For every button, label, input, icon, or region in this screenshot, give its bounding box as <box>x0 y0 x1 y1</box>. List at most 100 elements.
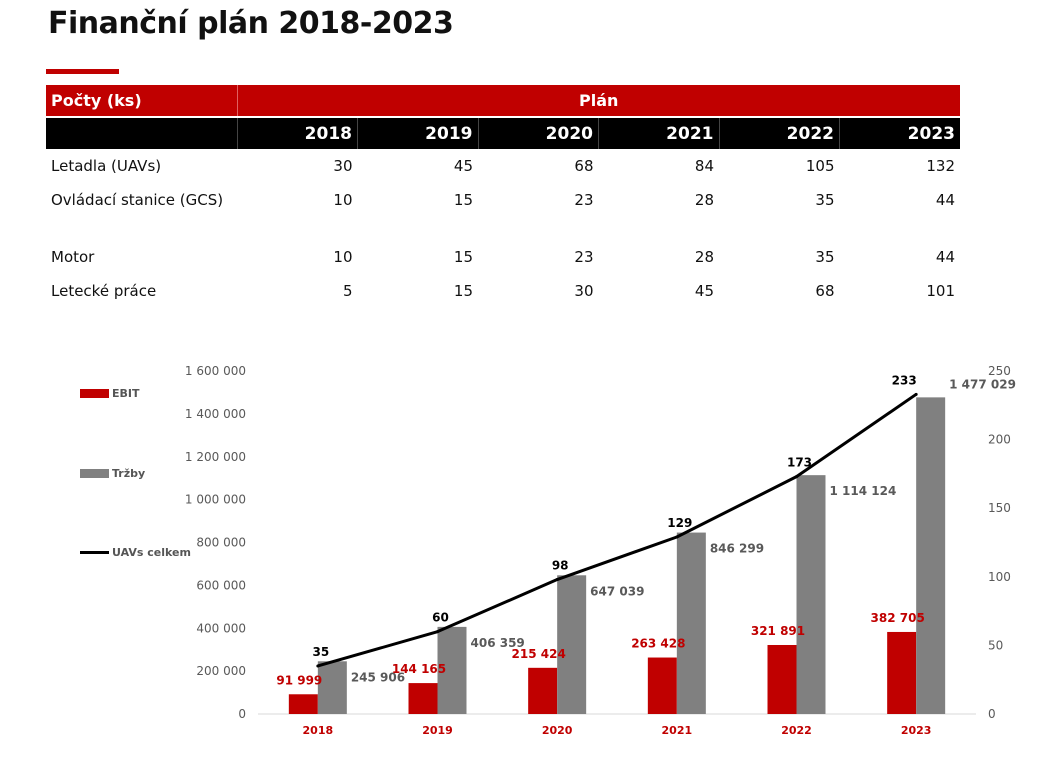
cell: 15 <box>453 282 473 300</box>
data-label-ebit: 144 165 <box>392 662 446 676</box>
data-label-ebit: 382 705 <box>871 611 925 625</box>
legend-label-trzby: Tržby <box>112 467 146 480</box>
y-right-tick-label: 100 <box>988 570 1011 584</box>
data-label-trzby: 1 114 124 <box>830 484 897 498</box>
plan-table: Počty (ks) Plán 2018 2019 2020 2021 2022… <box>46 85 960 308</box>
point-uavs <box>914 392 918 396</box>
y-left-tick-label: 600 000 <box>196 578 246 592</box>
cell: 15 <box>453 248 473 266</box>
row-label: Motor <box>51 248 95 266</box>
year-header: 2018 <box>236 118 358 149</box>
table-row: Motor 10 15 23 28 35 44 <box>46 240 960 274</box>
data-label-uavs: 233 <box>892 373 917 387</box>
point-uavs <box>555 578 559 582</box>
cell: 45 <box>453 157 473 175</box>
legend-trzby: Tržby <box>80 467 145 480</box>
bar-trzby <box>437 626 467 714</box>
cell: 5 <box>342 282 353 300</box>
years-corner <box>46 118 237 149</box>
cell: 15 <box>453 191 473 209</box>
y-right-tick-label: 150 <box>988 501 1011 515</box>
cell: 44 <box>935 191 955 209</box>
cell: 23 <box>574 248 594 266</box>
bar-ebit <box>647 657 677 714</box>
y-right-tick-label: 250 <box>988 364 1011 378</box>
title-accent-bar <box>46 69 119 74</box>
cell: 68 <box>574 157 594 175</box>
header-plan: Plán <box>237 85 960 116</box>
data-label-ebit: 263 428 <box>631 637 685 651</box>
point-uavs <box>795 475 798 479</box>
data-label-trzby: 846 299 <box>710 542 764 556</box>
bar-trzby <box>557 575 587 714</box>
legend-ebit: EBIT <box>80 387 140 400</box>
legend-uavs: UAVs celkem <box>80 546 191 559</box>
cell: 132 <box>926 157 955 175</box>
bar-trzby <box>317 661 347 714</box>
cell: 45 <box>694 282 714 300</box>
bar-ebit <box>408 683 438 714</box>
bar-trzby <box>796 475 826 714</box>
y-left-tick-label: 0 <box>238 707 246 721</box>
y-left-tick-label: 800 000 <box>196 536 246 550</box>
cell: 68 <box>815 282 835 300</box>
point-uavs <box>436 630 439 634</box>
bar-ebit <box>288 694 318 714</box>
year-header: 2019 <box>357 118 478 149</box>
cell: 30 <box>333 157 353 175</box>
line-uavs <box>317 393 918 668</box>
page-title: Finanční plán 2018-2023 <box>48 6 454 41</box>
table-row: Ovládací stanice (GCS) 10 15 23 28 35 44 <box>46 183 960 217</box>
cell: 28 <box>694 248 714 266</box>
legend-swatch-ebit <box>80 389 109 398</box>
cell: 30 <box>574 282 594 300</box>
bar-ebit <box>767 644 797 714</box>
table-row: Letadla (UAVs) 30 45 68 84 105 132 <box>46 149 960 183</box>
y-left-tick-label: 1 400 000 <box>185 407 246 421</box>
year-header: 2022 <box>718 118 840 149</box>
data-label-uavs: 173 <box>787 456 812 470</box>
data-label-ebit: 321 891 <box>751 624 805 638</box>
legend-label-uavs: UAVs celkem <box>112 546 191 559</box>
bar-trzby <box>676 532 706 714</box>
table-row: Letecké práce 5 15 30 45 68 101 <box>46 274 960 308</box>
y-right-tick-label: 0 <box>988 707 996 721</box>
cell: 35 <box>815 248 835 266</box>
y-left-tick-label: 1 000 000 <box>185 493 246 507</box>
cell: 35 <box>815 191 835 209</box>
data-label-uavs: 35 <box>312 645 329 659</box>
x-tick-label: 2021 <box>662 724 693 737</box>
x-tick-label: 2022 <box>781 724 812 737</box>
cell: 23 <box>574 191 594 209</box>
data-label-trzby: 245 906 <box>351 670 405 684</box>
table-header-row: Počty (ks) Plán <box>46 85 960 116</box>
cell: 101 <box>926 282 955 300</box>
cell: 10 <box>333 248 353 266</box>
legend-swatch-uavs <box>80 551 109 554</box>
y-left-tick-label: 200 000 <box>196 664 246 678</box>
bar-ebit <box>887 631 917 714</box>
data-label-ebit: 91 999 <box>276 673 322 687</box>
bar-ebit <box>528 667 558 714</box>
cell: 84 <box>694 157 714 175</box>
y-left-tick-label: 1 600 000 <box>185 364 246 378</box>
x-tick-label: 2019 <box>422 724 453 737</box>
data-label-uavs: 60 <box>432 611 449 625</box>
y-right-tick-label: 200 <box>988 433 1011 447</box>
x-tick-label: 2023 <box>901 724 932 737</box>
year-header: 2021 <box>598 118 719 149</box>
y-left-tick-label: 1 200 000 <box>185 450 246 464</box>
cell: 28 <box>694 191 714 209</box>
combo-chart: 0 200 000 400 000 600 000 800 000 1 000 000 1 … <box>185 364 1016 737</box>
legend-swatch-trzby <box>80 469 109 478</box>
point-uavs <box>675 535 679 539</box>
data-label-trzby: 647 039 <box>590 584 644 598</box>
cell: 44 <box>935 248 955 266</box>
x-tick-label: 2018 <box>303 724 334 737</box>
cell: 10 <box>333 191 353 209</box>
cell: 105 <box>805 157 835 175</box>
point-uavs <box>316 664 320 668</box>
bar-trzby <box>916 397 946 714</box>
year-header: 2020 <box>477 118 599 149</box>
row-label: Letecké práce <box>51 282 157 300</box>
